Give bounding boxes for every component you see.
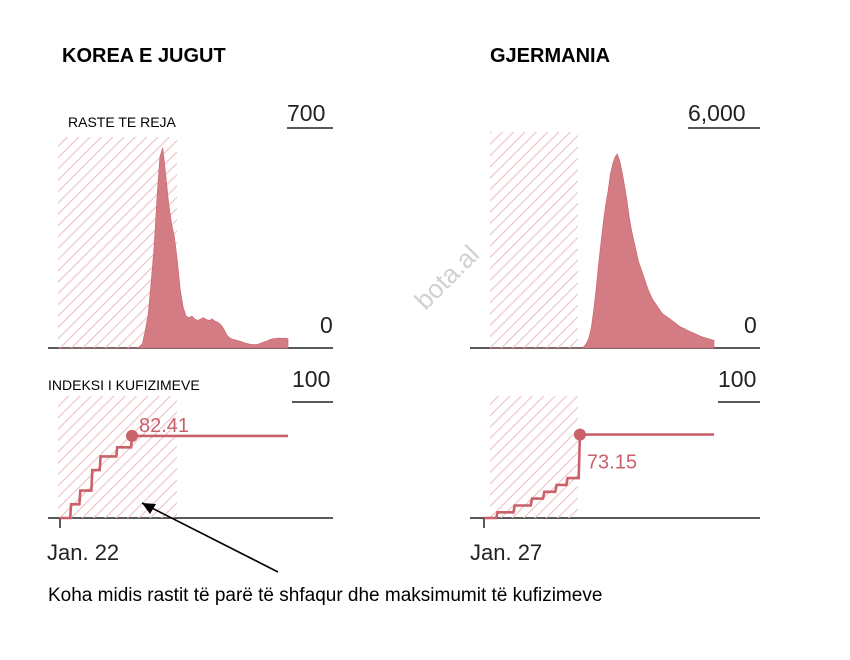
new-cases-label: RASTE TE REJA (68, 114, 176, 130)
annotation-arrow-line (141, 502, 279, 573)
germany-start-date: Jan. 27 (470, 540, 543, 565)
korea-title: KOREA E JUGUT (62, 45, 226, 67)
germany-cases-max: 6,000 (688, 100, 746, 126)
korea-cases-max: 700 (287, 100, 326, 126)
korea-index-max: 100 (292, 366, 331, 392)
germany-cases-min: 0 (744, 312, 757, 338)
germany-index-line (484, 433, 714, 520)
annotation-arrow-head (142, 503, 156, 514)
korea-index-peak-label: 82.41 (139, 415, 189, 437)
korea-index-peak-dot (126, 429, 138, 442)
korea-cases-min: 0 (320, 312, 333, 338)
germany-index-peak-label: 73.15 (587, 452, 637, 474)
germany-title: GJERMANIA (490, 45, 611, 67)
germany-cases-hatch (490, 132, 578, 348)
korea-start-date: Jan. 22 (47, 540, 120, 565)
germany-index-max: 100 (718, 366, 757, 392)
caption: Koha midis rastit të parë të shfaqur dhe… (48, 585, 603, 606)
stringency-label: INDEKSI I KUFIZIMEVE (48, 377, 200, 393)
germany-cases-area (490, 153, 715, 349)
korea-cases-area (58, 147, 289, 349)
germany-index-peak-dot (573, 428, 586, 441)
korea-index-line (60, 434, 288, 520)
